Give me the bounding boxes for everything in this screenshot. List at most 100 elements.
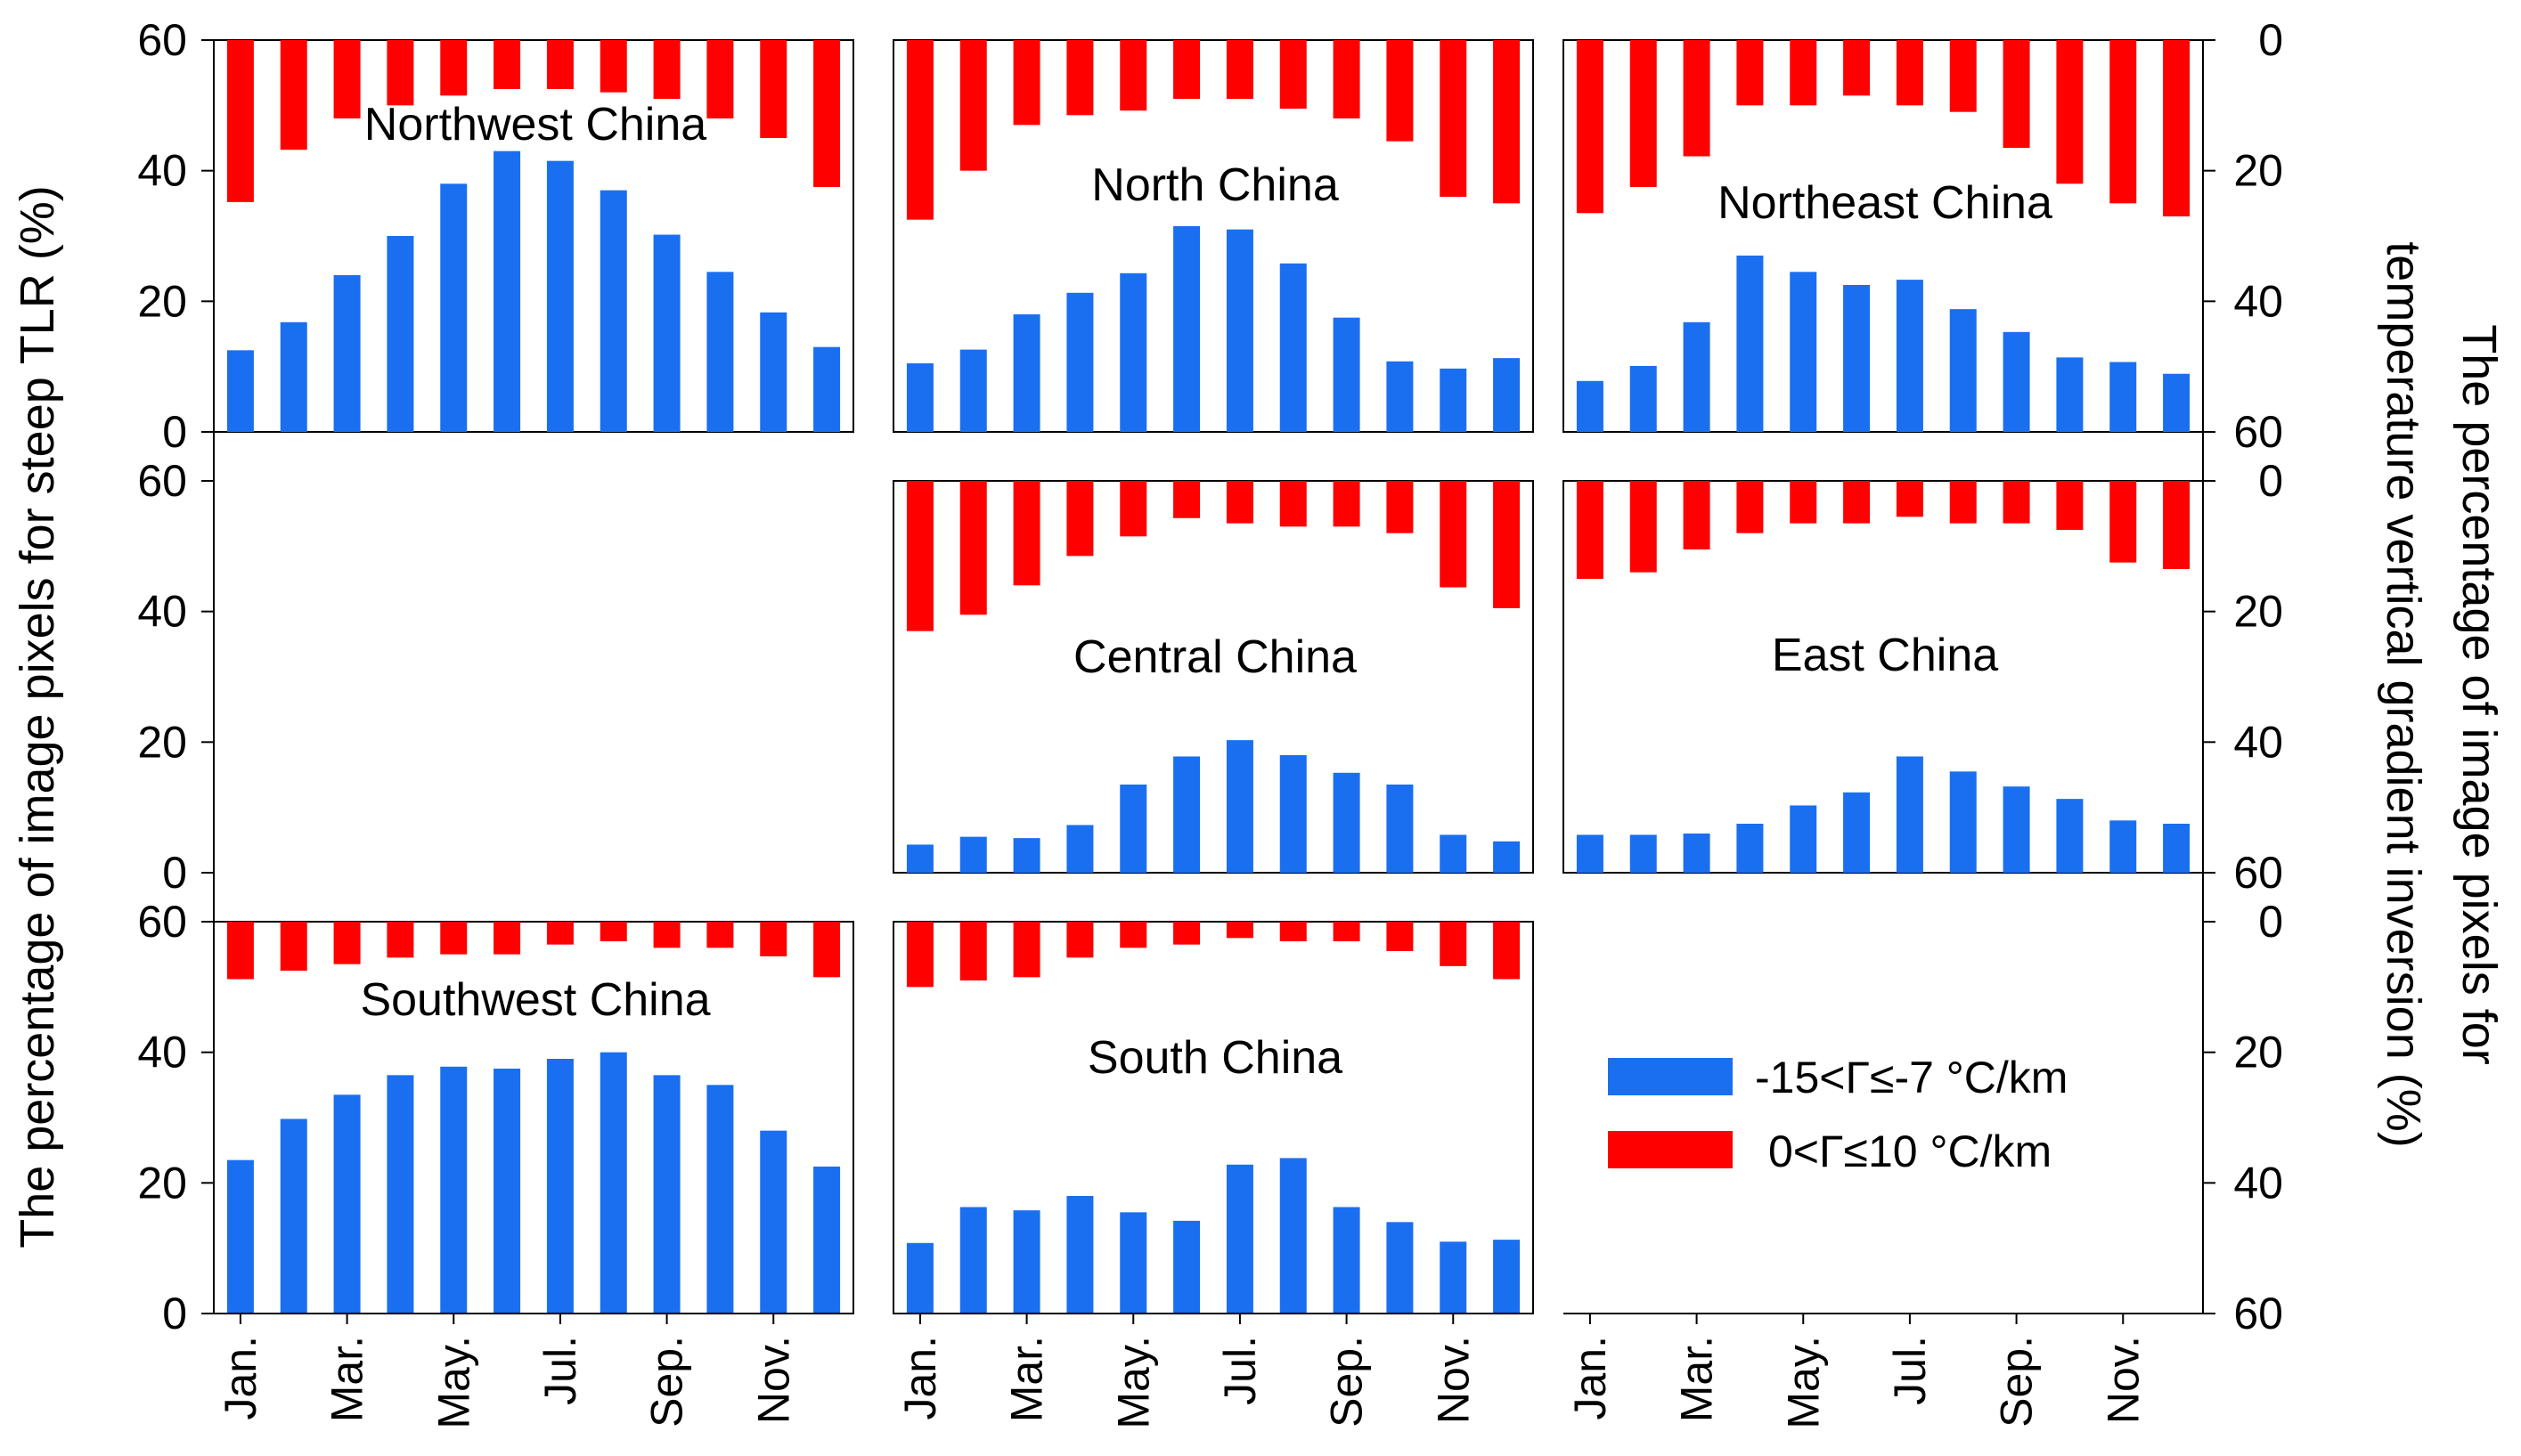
- bar-inversion-northwest-3: [333, 40, 361, 118]
- bar-inversion-north-8: [1279, 40, 1307, 109]
- y-axis-label-right-line2: temperature vertical gradient inversion …: [2377, 241, 2430, 1147]
- y-tick-label-left-r1-0: 0: [162, 848, 187, 898]
- y-tick-label-right-r1-3: 60: [2233, 848, 2283, 898]
- x-tick-label-col0-2: May.: [428, 1336, 478, 1429]
- bar-steep-east-8: [1949, 771, 1977, 873]
- x-tick-label-col1-1: Mar.: [1002, 1336, 1052, 1422]
- bar-steep-southwest-3: [333, 1094, 361, 1314]
- bar-inversion-southwest-1: [226, 922, 254, 980]
- y-tick-label-left-r2-0: 0: [162, 1289, 187, 1338]
- bar-steep-northeast-6: [1843, 285, 1871, 432]
- bar-inversion-southwest-12: [813, 922, 841, 978]
- bar-steep-southwest-12: [813, 1167, 841, 1314]
- bar-steep-northeast-7: [1896, 280, 1923, 432]
- bar-inversion-central-11: [1440, 481, 1467, 588]
- x-tick-label-col0-0: Jan.: [216, 1336, 265, 1420]
- bar-inversion-northwest-11: [760, 40, 787, 138]
- y-tick-label-right-r0-2: 40: [2233, 276, 2283, 326]
- bar-steep-east-6: [1843, 792, 1871, 873]
- panel-frame-northeast: [1562, 39, 2204, 433]
- bar-inversion-south-5: [1120, 922, 1147, 948]
- bar-steep-northeast-9: [2003, 331, 2030, 432]
- bar-steep-central-3: [1013, 838, 1040, 873]
- x-tick-label-col2-0: Jan.: [1565, 1336, 1615, 1420]
- bar-steep-southwest-7: [546, 1059, 574, 1314]
- bar-steep-central-9: [1333, 772, 1360, 873]
- panel-frame-south: [893, 921, 1534, 1314]
- bar-inversion-northeast-8: [1949, 40, 1977, 112]
- bar-inversion-northeast-3: [1683, 40, 1710, 157]
- bar-inversion-northeast-11: [2109, 40, 2137, 204]
- bar-inversion-northwest-4: [387, 40, 414, 106]
- bar-steep-south-9: [1333, 1207, 1360, 1314]
- bar-inversion-south-2: [959, 922, 987, 980]
- bar-steep-northeast-3: [1683, 321, 1710, 432]
- bar-inversion-central-4: [1066, 481, 1094, 557]
- bar-steep-northeast-11: [2109, 362, 2137, 432]
- bar-inversion-north-12: [1493, 40, 1521, 204]
- bar-steep-east-10: [2056, 799, 2084, 873]
- bar-steep-southwest-8: [600, 1052, 627, 1314]
- bar-inversion-southwest-10: [706, 922, 734, 948]
- bar-inversion-east-11: [2109, 481, 2137, 563]
- bar-inversion-north-6: [1173, 40, 1201, 99]
- y-tick-label-left-r2-2: 40: [137, 1028, 187, 1078]
- bar-steep-northwest-9: [653, 234, 681, 432]
- bar-steep-south-4: [1066, 1196, 1094, 1314]
- bar-inversion-east-6: [1843, 481, 1871, 524]
- bar-steep-northwest-1: [226, 350, 254, 432]
- bar-inversion-northwest-7: [546, 40, 574, 89]
- bar-inversion-central-12: [1493, 481, 1521, 608]
- bar-inversion-northeast-9: [2003, 40, 2030, 148]
- bar-steep-northeast-5: [1790, 272, 1817, 432]
- bar-steep-south-11: [1440, 1241, 1467, 1314]
- bar-steep-central-4: [1066, 825, 1094, 873]
- bar-steep-east-12: [2163, 824, 2191, 873]
- y-tick-label-right-r1-1: 20: [2233, 587, 2283, 637]
- bar-steep-southwest-1: [226, 1159, 254, 1314]
- bar-inversion-south-9: [1333, 922, 1360, 941]
- y-tick-label-left-r1-2: 40: [137, 587, 187, 637]
- bar-inversion-southwest-5: [440, 922, 468, 955]
- bar-inversion-northwest-12: [813, 40, 841, 187]
- bar-inversion-south-6: [1173, 922, 1201, 945]
- bar-inversion-northwest-6: [494, 40, 521, 89]
- bar-inversion-northeast-7: [1896, 40, 1923, 106]
- x-tick-label-col0-4: Sep.: [642, 1336, 692, 1428]
- bar-steep-central-11: [1440, 834, 1467, 873]
- y-tick-label-left-r1-3: 60: [137, 456, 187, 506]
- bar-steep-southwest-6: [494, 1069, 521, 1314]
- y-tick-label-left-r2-1: 20: [137, 1158, 187, 1208]
- y-tick-label-left-r0-1: 20: [137, 276, 187, 326]
- bar-steep-east-7: [1896, 756, 1923, 873]
- bar-steep-north-3: [1013, 314, 1040, 432]
- bar-inversion-central-2: [959, 481, 987, 615]
- x-tick-label-col2-3: Jul.: [1885, 1336, 1935, 1405]
- y-tick-label-right-r2-0: 0: [2258, 897, 2283, 947]
- bar-steep-north-12: [1493, 358, 1521, 432]
- y-tick-label-left-r0-3: 60: [137, 15, 187, 65]
- bar-steep-central-7: [1226, 740, 1253, 873]
- bar-steep-east-3: [1683, 834, 1710, 873]
- bar-inversion-east-9: [2003, 481, 2030, 524]
- bar-steep-north-4: [1066, 292, 1094, 432]
- bar-inversion-central-10: [1386, 481, 1414, 533]
- bar-inversion-central-9: [1333, 481, 1360, 527]
- y-tick-label-left-r0-2: 40: [137, 146, 187, 196]
- panel-central: Central China: [893, 480, 1534, 874]
- bar-inversion-northeast-10: [2056, 40, 2084, 184]
- y-tick-label-left-r1-1: 20: [137, 717, 187, 767]
- panel-frame-north: [893, 39, 1534, 433]
- bar-steep-south-8: [1279, 1158, 1307, 1314]
- bar-steep-southwest-5: [440, 1066, 468, 1314]
- bar-inversion-central-5: [1120, 481, 1147, 537]
- panel-northwest: Northwest China: [213, 39, 854, 433]
- bar-inversion-northeast-6: [1843, 40, 1871, 96]
- bar-steep-east-1: [1576, 834, 1603, 873]
- y-tick-label-right-r2-2: 40: [2233, 1158, 2283, 1208]
- bar-steep-north-2: [959, 349, 987, 432]
- bar-steep-southwest-2: [280, 1118, 307, 1314]
- bar-inversion-south-11: [1440, 922, 1467, 966]
- bar-steep-north-10: [1386, 361, 1414, 432]
- bar-steep-northwest-8: [600, 190, 627, 432]
